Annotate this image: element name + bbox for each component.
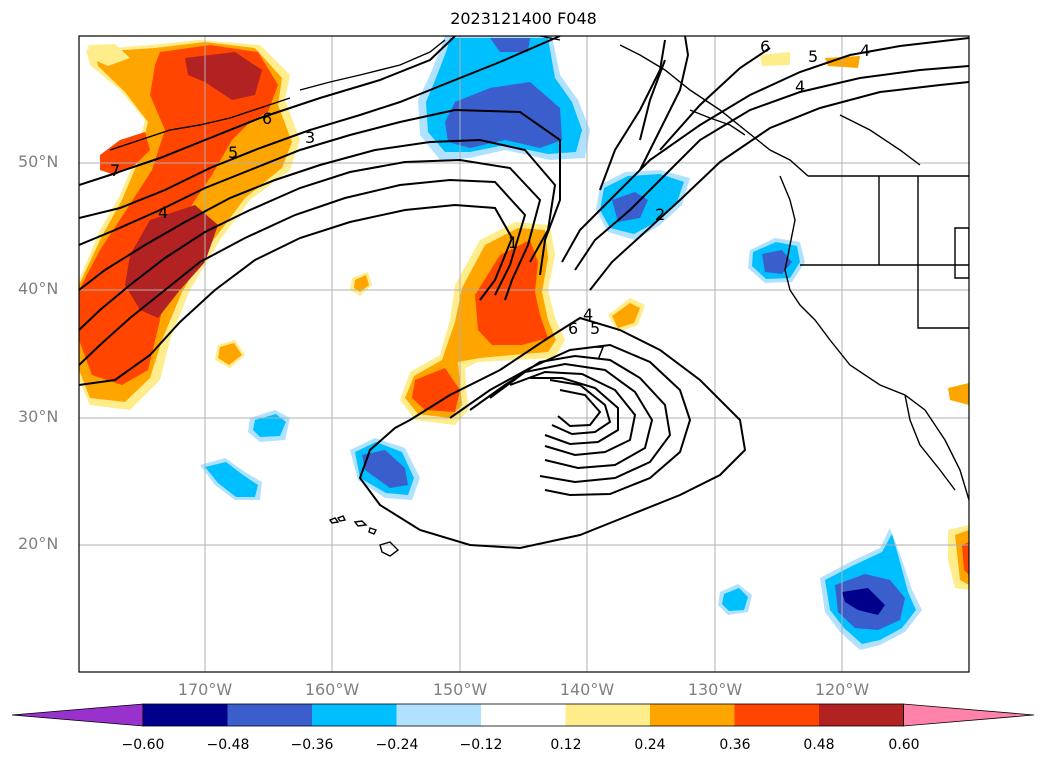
contour-label: 1: [508, 233, 518, 252]
contour-label-group: 7 6 5 4 3 1 2 6 5 4 4 7 6 5 4: [110, 37, 870, 362]
colorbar-segment: [481, 704, 566, 726]
contour-label: 7: [595, 343, 605, 362]
colorbar-tick-label: −0.60: [121, 737, 165, 753]
colorbar-tick-label: 0.36: [719, 737, 751, 753]
contour-label: 5: [808, 47, 818, 66]
contour-label: 4: [158, 203, 168, 222]
lon-label-130w: 130°W: [687, 680, 743, 699]
coastlines: [109, 36, 969, 501]
contour-label: 4: [860, 41, 870, 60]
hawaii-islands: [328, 515, 400, 557]
colorbar-tick-label: 0.12: [550, 737, 582, 753]
lon-label-150w: 150°W: [432, 680, 488, 699]
contour-label: 4: [795, 77, 805, 96]
map-border: [78, 35, 970, 673]
contour-label: 5: [590, 319, 600, 338]
contour-label: 2: [655, 205, 665, 224]
lat-label-20n: 20°N: [18, 534, 59, 553]
lon-label-120w: 120°W: [814, 680, 870, 699]
colorbar-tick-label: 0.48: [803, 737, 835, 753]
colorbar-segment: [227, 704, 313, 726]
colorbar-segment: [312, 704, 397, 726]
colorbar-segment: [143, 704, 228, 726]
colorbar-tick-label: −0.12: [459, 737, 503, 753]
contour-label: 4: [583, 305, 593, 324]
colorbar-tick-label: −0.48: [206, 737, 250, 753]
colorbar-segment: [819, 704, 904, 726]
lat-label-40n: 40°N: [18, 279, 59, 298]
colorbar-segment: [650, 704, 735, 726]
lat-label-50n: 50°N: [18, 152, 59, 171]
contour-label: 6: [262, 109, 272, 128]
colorbar-extend-max: [903, 703, 1035, 727]
contour-label: 6: [568, 319, 578, 338]
colorbar-tick-label: −0.36: [290, 737, 334, 753]
colorbar: [11, 703, 1035, 727]
negative-anomaly-shading: [200, 36, 922, 650]
colorbar-tick-label: −0.24: [375, 737, 419, 753]
contour-label: 3: [305, 128, 315, 147]
colorbar-tick-label: 0.24: [634, 737, 666, 753]
lon-label-140w: 140°W: [559, 680, 615, 699]
contour-label: 5: [228, 143, 238, 162]
colorbar-tick-label: 0.60: [888, 737, 920, 753]
lon-label-160w: 160°W: [304, 680, 360, 699]
colorbar-outline: [142, 703, 904, 727]
colorbar-segment: [734, 704, 820, 726]
contour-label: 7: [110, 161, 120, 180]
lat-label-30n: 30°N: [18, 407, 59, 426]
colorbar-extend-min: [11, 703, 144, 727]
colorbar-segment: [396, 704, 482, 726]
colorbar-segment: [565, 704, 651, 726]
map-title: 2023121400 F048: [450, 9, 597, 28]
lon-label-170w: 170°W: [177, 680, 233, 699]
height-contours: [79, 36, 969, 550]
contour-label: 6: [760, 37, 770, 56]
graticule: [79, 36, 969, 672]
